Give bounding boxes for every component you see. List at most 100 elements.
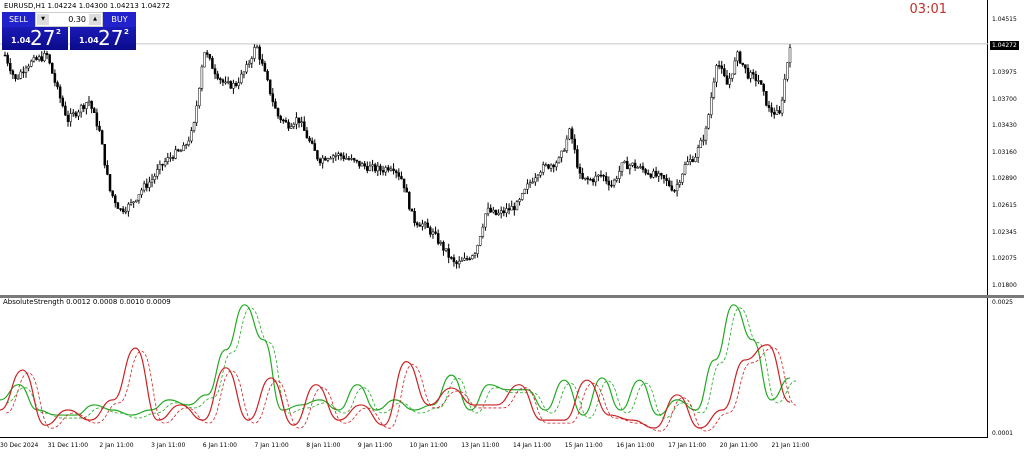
lot-size-input[interactable]: 0.30 (68, 15, 86, 24)
candle-body (528, 182, 532, 185)
candle-body (352, 158, 356, 161)
candle-body (360, 163, 364, 167)
candle-body (316, 150, 319, 160)
candle-body (276, 108, 280, 117)
candle-body (631, 162, 634, 166)
candle-body (471, 255, 474, 260)
candle-body (373, 164, 377, 172)
lot-increase-button[interactable]: ▲ (89, 14, 101, 25)
candle-body (625, 161, 629, 170)
candle-body (187, 140, 191, 146)
candle-body (667, 180, 671, 187)
candle-body (205, 52, 209, 55)
candle-body (308, 137, 311, 142)
candle-body (368, 165, 372, 171)
lot-decrease-button[interactable]: ▼ (37, 14, 49, 25)
candle-body (450, 257, 453, 259)
candle-body (602, 174, 605, 177)
candle-body (303, 121, 306, 131)
panel-separator[interactable] (0, 295, 1024, 298)
candle-body (720, 65, 723, 69)
candle-body (268, 79, 272, 94)
candle-body (74, 112, 78, 117)
candle-body (43, 52, 46, 62)
candle-body (702, 139, 705, 142)
candle-body (673, 189, 676, 192)
candle-body (400, 176, 403, 180)
candle-body (423, 222, 427, 225)
candle-body (397, 172, 401, 177)
candle-body (345, 158, 348, 160)
candle-body (142, 183, 146, 191)
candle-body (192, 122, 196, 131)
lot-size-stepper[interactable]: ▼ 0.30 ▲ (35, 12, 103, 27)
candle-body (224, 81, 227, 84)
candle-body (749, 72, 752, 79)
candle-body (16, 78, 20, 80)
indicator-axis-top: 0.0025 (992, 299, 1013, 306)
candle-body (499, 210, 503, 214)
candle-body (53, 73, 57, 83)
time-label: 20 Jan 11:00 (719, 442, 758, 449)
candle-body (82, 105, 86, 109)
candle-body (418, 224, 422, 227)
candle-body (11, 70, 15, 75)
sell-button[interactable]: SELL (2, 12, 35, 27)
time-label: 2 Jan 11:00 (99, 442, 134, 449)
candle-body (297, 117, 301, 123)
candle-body (148, 181, 151, 188)
candle-body (562, 150, 566, 152)
candle-body (208, 54, 212, 59)
candle-body (229, 81, 233, 89)
candle-body (255, 46, 259, 49)
candle-body (35, 57, 38, 60)
candle-body (32, 57, 36, 62)
candle-body (90, 100, 93, 109)
candle-body (486, 207, 490, 215)
candle-body (762, 84, 765, 92)
candle-body (652, 170, 655, 178)
candle-body (515, 201, 519, 211)
candle-body (725, 75, 729, 85)
candle-body (557, 157, 561, 164)
candle-body (447, 248, 450, 258)
candle-body (119, 208, 122, 210)
candle-body (324, 157, 327, 161)
buy-price-big: 27 (98, 26, 124, 50)
candle-body (266, 71, 269, 81)
candle-body (502, 210, 506, 214)
candle-body (686, 161, 689, 165)
candle-body (282, 119, 285, 122)
sell-price[interactable]: 1.04 27 2 (2, 26, 68, 50)
candle-body (135, 199, 138, 202)
time-label: 17 Jan 11:00 (668, 442, 707, 449)
candle-body (699, 140, 702, 148)
candle-body (783, 78, 786, 101)
candle-body (717, 65, 721, 67)
candle-body (381, 170, 385, 173)
candle-body (253, 47, 256, 59)
indicator-chart (0, 304, 797, 432)
price-label: 1.03160 (992, 148, 1017, 156)
buy-price-prefix: 1.04 (79, 36, 99, 45)
candle-body (174, 149, 177, 159)
candle-body (40, 56, 44, 62)
candle-body (746, 67, 750, 79)
candle-body (48, 54, 51, 64)
candle-body (688, 159, 692, 163)
candle-body (295, 117, 298, 125)
price-chart[interactable]: EURUSD,H1 1.04224 1.04300 1.04213 1.0427… (0, 0, 988, 295)
buy-price[interactable]: 1.04 27 2 (70, 26, 136, 50)
candle-body (108, 174, 112, 191)
candle-body (237, 82, 240, 86)
candle-body (394, 170, 398, 173)
candle-body (754, 73, 758, 81)
indicator-window[interactable]: AbsoluteStrength 0.0012 0.0008 0.0010 0.… (0, 298, 988, 438)
candle-body (510, 206, 513, 211)
candle-body (429, 227, 432, 235)
candle-body (778, 110, 781, 114)
candle-body (730, 73, 734, 79)
candle-body (30, 60, 33, 67)
price-label: 1.02615 (992, 202, 1017, 210)
buy-button[interactable]: BUY (103, 12, 136, 27)
